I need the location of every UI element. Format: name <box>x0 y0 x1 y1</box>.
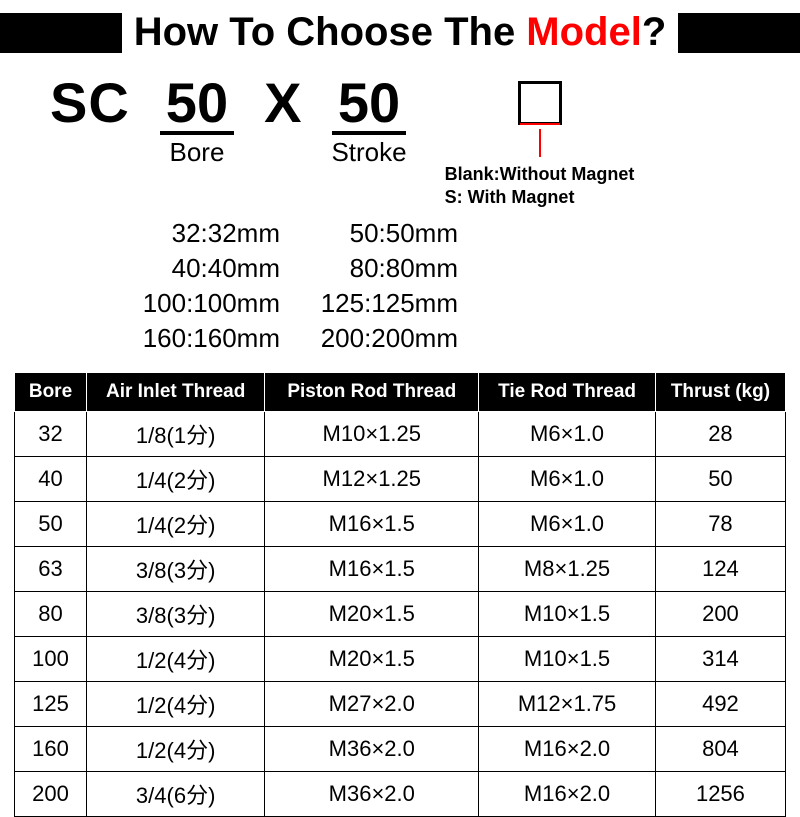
table-row: 321/8(1分)M10×1.25M6×1.028 <box>15 412 786 457</box>
suffix-tick-icon <box>520 123 560 125</box>
bore-option-row: 32:32mm50:50mm <box>110 216 800 251</box>
table-cell: M36×2.0 <box>265 772 479 817</box>
table-cell: M10×1.25 <box>265 412 479 457</box>
bore-option-left: 100:100mm <box>110 286 280 321</box>
suffix-box-icon <box>518 81 562 125</box>
table-cell: M16×2.0 <box>479 772 656 817</box>
table-cell: 200 <box>655 592 785 637</box>
table-cell: 314 <box>655 637 785 682</box>
table-cell: 78 <box>655 502 785 547</box>
table-cell: 28 <box>655 412 785 457</box>
suffix-legend: Blank:Without Magnet S: With Magnet <box>445 163 635 210</box>
table-cell: M12×1.75 <box>479 682 656 727</box>
bore-option-row: 40:40mm80:80mm <box>110 251 800 286</box>
legend-blank: Blank:Without Magnet <box>445 163 635 186</box>
bore-option-left: 160:160mm <box>110 321 280 356</box>
table-row: 633/8(3分)M16×1.5M8×1.25124 <box>15 547 786 592</box>
bore-option-right: 200:200mm <box>288 321 458 356</box>
header: How To Choose The Model? <box>0 0 800 61</box>
suffix-part: Blank:Without Magnet S: With Magnet <box>445 75 635 210</box>
table-cell: M16×2.0 <box>479 727 656 772</box>
table-row: 1251/2(4分)M27×2.0M12×1.75492 <box>15 682 786 727</box>
page-title: How To Choose The Model? <box>134 10 667 55</box>
bore-options-list: 32:32mm50:50mm40:40mm80:80mm100:100mm125… <box>0 210 800 356</box>
table-cell: 80 <box>15 592 87 637</box>
table-cell: 1/2(4分) <box>87 637 265 682</box>
table-header-cell: Bore <box>15 373 87 412</box>
table-cell: M20×1.5 <box>265 592 479 637</box>
bore-label: Bore <box>169 137 224 168</box>
stroke-part: 50 Stroke <box>331 75 406 168</box>
spec-table: BoreAir Inlet ThreadPiston Rod ThreadTie… <box>14 372 786 817</box>
bore-option-row: 100:100mm125:125mm <box>110 286 800 321</box>
model-format-row: SC 50 Bore X 50 Stroke Blank:Without Mag… <box>0 61 800 210</box>
table-header-cell: Tie Rod Thread <box>479 373 656 412</box>
table-cell: M8×1.25 <box>479 547 656 592</box>
model-prefix: SC <box>50 75 130 131</box>
legend-s: S: With Magnet <box>445 186 635 209</box>
table-cell: M10×1.5 <box>479 592 656 637</box>
table-cell: M6×1.0 <box>479 457 656 502</box>
bore-part: 50 Bore <box>160 75 234 168</box>
model-separator: X <box>264 75 301 131</box>
table-row: 401/4(2分)M12×1.25M6×1.050 <box>15 457 786 502</box>
table-cell: 1/8(1分) <box>87 412 265 457</box>
table-cell: 124 <box>655 547 785 592</box>
table-cell: M27×2.0 <box>265 682 479 727</box>
table-cell: M6×1.0 <box>479 502 656 547</box>
table-header-cell: Piston Rod Thread <box>265 373 479 412</box>
table-header-cell: Thrust (kg) <box>655 373 785 412</box>
table-cell: M20×1.5 <box>265 637 479 682</box>
suffix-pointer-icon <box>539 129 541 157</box>
title-suffix: ? <box>642 10 666 54</box>
table-cell: 492 <box>655 682 785 727</box>
table-cell: 50 <box>655 457 785 502</box>
table-cell: 50 <box>15 502 87 547</box>
table-cell: 100 <box>15 637 87 682</box>
table-cell: M6×1.0 <box>479 412 656 457</box>
table-cell: M36×2.0 <box>265 727 479 772</box>
table-cell: 1256 <box>655 772 785 817</box>
bore-option-right: 125:125mm <box>288 286 458 321</box>
table-row: 1001/2(4分)M20×1.5M10×1.5314 <box>15 637 786 682</box>
bore-option-row: 160:160mm200:200mm <box>110 321 800 356</box>
table-cell: 3/4(6分) <box>87 772 265 817</box>
table-cell: 3/8(3分) <box>87 592 265 637</box>
table-cell: M16×1.5 <box>265 502 479 547</box>
table-cell: 40 <box>15 457 87 502</box>
spec-table-body: 321/8(1分)M10×1.25M6×1.028401/4(2分)M12×1.… <box>15 412 786 817</box>
table-cell: 1/4(2分) <box>87 502 265 547</box>
table-cell: 200 <box>15 772 87 817</box>
table-cell: 1/4(2分) <box>87 457 265 502</box>
table-cell: 125 <box>15 682 87 727</box>
bore-value: 50 <box>160 75 234 135</box>
table-cell: M10×1.5 <box>479 637 656 682</box>
table-cell: 1/2(4分) <box>87 727 265 772</box>
title-prefix: How To Choose The <box>134 10 527 54</box>
table-cell: 160 <box>15 727 87 772</box>
table-row: 803/8(3分)M20×1.5M10×1.5200 <box>15 592 786 637</box>
bore-option-right: 80:80mm <box>288 251 458 286</box>
table-cell: M12×1.25 <box>265 457 479 502</box>
title-accent: Model <box>526 10 642 54</box>
bore-option-left: 40:40mm <box>110 251 280 286</box>
table-cell: 32 <box>15 412 87 457</box>
stroke-value: 50 <box>332 75 406 135</box>
table-row: 1601/2(4分)M36×2.0M16×2.0804 <box>15 727 786 772</box>
header-bar-right <box>678 13 800 53</box>
table-cell: 804 <box>655 727 785 772</box>
table-cell: 3/8(3分) <box>87 547 265 592</box>
bore-option-right: 50:50mm <box>288 216 458 251</box>
stroke-label: Stroke <box>331 137 406 168</box>
table-cell: 1/2(4分) <box>87 682 265 727</box>
bore-option-left: 32:32mm <box>110 216 280 251</box>
table-cell: M16×1.5 <box>265 547 479 592</box>
table-row: 501/4(2分)M16×1.5M6×1.078 <box>15 502 786 547</box>
table-header-cell: Air Inlet Thread <box>87 373 265 412</box>
table-cell: 63 <box>15 547 87 592</box>
spec-table-head: BoreAir Inlet ThreadPiston Rod ThreadTie… <box>15 373 786 412</box>
header-bar-left <box>0 13 122 53</box>
table-row: 2003/4(6分)M36×2.0M16×2.01256 <box>15 772 786 817</box>
